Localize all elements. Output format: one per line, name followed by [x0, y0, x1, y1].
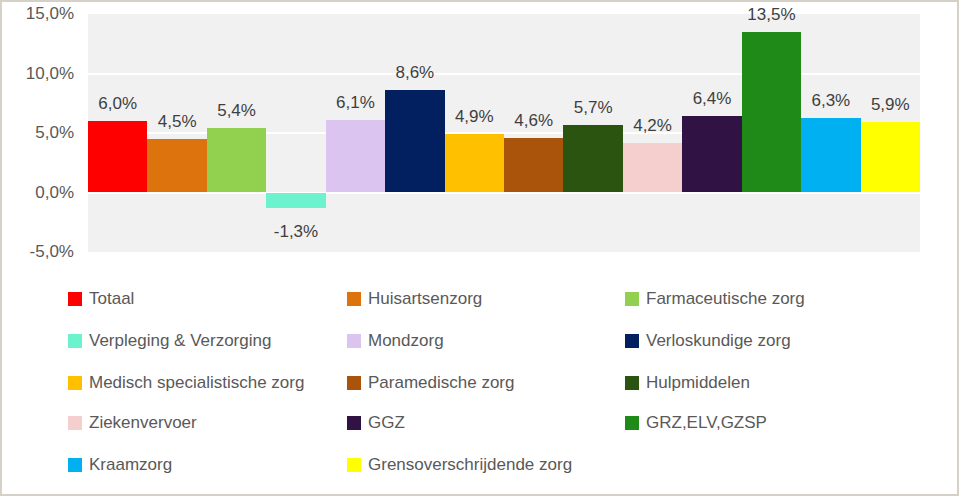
legend-label-grensoverschrijdende-zorg: Grensoverschrijdende zorg — [368, 455, 572, 475]
legend-label-grz-elv-gzsp: GRZ,ELV,GZSP — [646, 413, 767, 433]
bar-totaal — [88, 121, 147, 192]
legend: Totaal Huisartsenzorg Farmaceutische zorg V… — [2, 262, 957, 492]
legend-label-paramedische-zorg: Paramedische zorg — [368, 373, 514, 393]
bar-medisch-specialistische-zorg — [445, 134, 504, 192]
bar-farmaceutische-zorg — [207, 128, 266, 192]
legend-label-hulpmiddelen: Hulpmiddelen — [646, 373, 750, 393]
legend-swatch-kraamzorg — [68, 458, 82, 472]
legend-item-ggz: GGZ — [347, 413, 405, 433]
chart-container: 15,0%10,0%5,0%0,0%-5,0% 6,0%4,5%5,4%-1,3… — [0, 0, 959, 496]
bar-hulpmiddelen — [563, 125, 623, 193]
legend-item-verloskundige-zorg: Verloskundige zorg — [625, 331, 791, 351]
legend-swatch-grz-elv-gzsp — [625, 416, 639, 430]
bar-huisartsenzorg — [147, 139, 207, 193]
legend-swatch-verpleging-verzorging — [68, 334, 82, 348]
bar-grz-elv-gzsp — [742, 32, 801, 193]
y-axis-tick-4: -5,0% — [30, 242, 74, 262]
legend-swatch-paramedische-zorg — [347, 376, 361, 390]
bar-grensoverschrijdende-zorg — [861, 122, 920, 192]
legend-item-mondzorg: Mondzorg — [347, 331, 444, 351]
legend-item-medisch-specialistische-zorg: Medisch specialistische zorg — [68, 373, 304, 393]
legend-item-kraamzorg: Kraamzorg — [68, 455, 172, 475]
legend-swatch-hulpmiddelen — [625, 376, 639, 390]
legend-swatch-farmaceutische-zorg — [625, 292, 639, 306]
plot-area — [88, 14, 920, 252]
y-axis-tick-1: 10,0% — [26, 64, 74, 84]
legend-label-ggz: GGZ — [368, 413, 405, 433]
bar-ziekenvervoer — [623, 143, 682, 193]
legend-label-ziekenvervoer: Ziekenvervoer — [89, 413, 197, 433]
legend-label-farmaceutische-zorg: Farmaceutische zorg — [646, 289, 805, 309]
legend-swatch-totaal — [68, 292, 82, 306]
bar-ggz — [682, 116, 742, 192]
legend-swatch-mondzorg — [347, 334, 361, 348]
legend-item-farmaceutische-zorg: Farmaceutische zorg — [625, 289, 805, 309]
legend-item-ziekenvervoer: Ziekenvervoer — [68, 413, 197, 433]
bar-paramedische-zorg — [504, 138, 563, 193]
legend-item-verpleging-verzorging: Verpleging & Verzorging — [68, 331, 271, 351]
bar-verloskundige-zorg — [385, 90, 445, 192]
legend-label-verpleging-verzorging: Verpleging & Verzorging — [89, 331, 271, 351]
legend-item-hulpmiddelen: Hulpmiddelen — [625, 373, 750, 393]
legend-item-grz-elv-gzsp: GRZ,ELV,GZSP — [625, 413, 767, 433]
legend-item-huisartsenzorg: Huisartsenzorg — [347, 289, 482, 309]
legend-swatch-huisartsenzorg — [347, 292, 361, 306]
bar-mondzorg — [326, 120, 385, 193]
legend-label-huisartsenzorg: Huisartsenzorg — [368, 289, 482, 309]
legend-swatch-verloskundige-zorg — [625, 334, 639, 348]
legend-label-kraamzorg: Kraamzorg — [89, 455, 172, 475]
bar-verpleging-verzorging — [266, 193, 326, 208]
legend-swatch-ggz — [347, 416, 361, 430]
legend-swatch-medisch-specialistische-zorg — [68, 376, 82, 390]
y-axis-tick-2: 5,0% — [35, 123, 74, 143]
legend-label-mondzorg: Mondzorg — [368, 331, 444, 351]
y-axis-tick-0: 15,0% — [26, 4, 74, 24]
legend-item-totaal: Totaal — [68, 289, 134, 309]
legend-label-medisch-specialistische-zorg: Medisch specialistische zorg — [89, 373, 304, 393]
bar-kraamzorg — [801, 118, 861, 193]
legend-label-verloskundige-zorg: Verloskundige zorg — [646, 331, 791, 351]
legend-item-paramedische-zorg: Paramedische zorg — [347, 373, 514, 393]
y-axis: 15,0% 10,0% 5,0% 0,0% -5,0% — [2, 2, 78, 302]
y-axis-tick-3: 0,0% — [35, 183, 74, 203]
legend-label-totaal: Totaal — [89, 289, 134, 309]
legend-swatch-ziekenvervoer — [68, 416, 82, 430]
legend-item-grensoverschrijdende-zorg: Grensoverschrijdende zorg — [347, 455, 572, 475]
legend-swatch-grensoverschrijdende-zorg — [347, 458, 361, 472]
